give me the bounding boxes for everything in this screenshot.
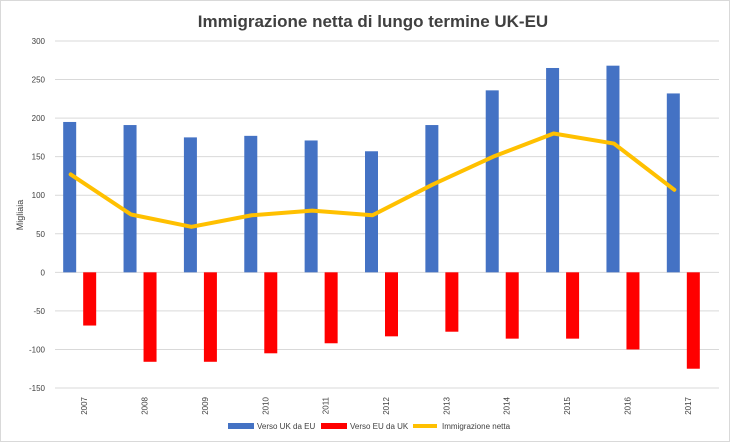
legend: Verso UK da EU Verso EU da UK Immigrazione… xyxy=(228,422,511,431)
bar-verso-uk-da-eu xyxy=(365,151,378,273)
y-tick-label: 250 xyxy=(32,76,46,85)
x-tick-label: 2015 xyxy=(563,396,572,414)
bar-verso-eu-da-uk xyxy=(264,272,278,354)
x-tick-label: 2011 xyxy=(322,396,331,414)
x-tick-label: 2016 xyxy=(623,396,632,414)
x-tick-label: 2017 xyxy=(684,396,693,414)
legend-swatch xyxy=(228,423,254,429)
legend-label: Verso UK da EU xyxy=(257,422,315,431)
bar-verso-uk-da-eu xyxy=(63,121,77,273)
x-tick-label: 2008 xyxy=(141,396,150,414)
x-tick-label: 2007 xyxy=(80,396,89,414)
x-tick-label: 2010 xyxy=(261,396,270,414)
bar-verso-eu-da-uk xyxy=(686,272,700,369)
bar-verso-uk-da-eu xyxy=(425,125,439,273)
legend-label: Verso EU da UK xyxy=(350,422,409,431)
x-tick-label: 2013 xyxy=(442,396,451,414)
bar-verso-uk-da-eu xyxy=(546,67,560,273)
bar-verso-eu-da-uk xyxy=(626,272,640,350)
chart-title: Immigrazione netta di lungo termine UK-E… xyxy=(198,12,548,31)
bar-verso-uk-da-eu xyxy=(183,137,197,273)
bar-verso-eu-da-uk xyxy=(385,272,398,337)
bar-verso-uk-da-eu xyxy=(244,135,258,273)
x-axis-ticks: 2007 2008 2009 2010 2011 2012 2013 2014 2015 2016… xyxy=(80,396,693,414)
bar-verso-uk-da-eu xyxy=(485,90,499,273)
y-axis-ticks: 300 250 200 150 100 50 0 -50 -100 -150 xyxy=(29,37,46,393)
y-tick-label: 300 xyxy=(32,37,46,46)
bars xyxy=(63,65,700,369)
x-tick-label: 2014 xyxy=(503,396,512,414)
line-immigrazione-netta xyxy=(68,131,677,229)
bar-verso-uk-da-eu xyxy=(304,140,318,273)
bar-verso-eu-da-uk xyxy=(143,272,157,362)
net-line xyxy=(68,131,677,229)
y-tick-label: 0 xyxy=(41,268,46,277)
bar-verso-eu-da-uk xyxy=(505,272,519,339)
gridlines xyxy=(55,40,719,389)
y-tick-label: 200 xyxy=(32,114,46,123)
legend-label: Immigrazione netta xyxy=(442,422,511,431)
y-tick-label: -150 xyxy=(29,384,46,393)
x-tick-label: 2012 xyxy=(382,396,391,414)
y-tick-label: -50 xyxy=(33,307,45,316)
x-tick-label: 2009 xyxy=(201,396,210,414)
bar-verso-eu-da-uk xyxy=(203,272,217,362)
bar-verso-eu-da-uk xyxy=(566,272,580,339)
y-axis-label: Migliaia xyxy=(15,200,25,231)
bar-verso-eu-da-uk xyxy=(83,272,97,326)
bar-verso-eu-da-uk xyxy=(324,272,338,344)
y-tick-label: -100 xyxy=(29,345,46,354)
bar-verso-uk-da-eu xyxy=(123,125,137,273)
y-tick-label: 100 xyxy=(32,191,46,200)
legend-swatch xyxy=(321,423,347,429)
bar-verso-eu-da-uk xyxy=(445,272,459,332)
y-tick-label: 150 xyxy=(32,153,46,162)
bar-verso-uk-da-eu xyxy=(666,93,680,273)
bar-verso-uk-da-eu xyxy=(606,65,620,273)
y-tick-label: 50 xyxy=(36,230,45,239)
